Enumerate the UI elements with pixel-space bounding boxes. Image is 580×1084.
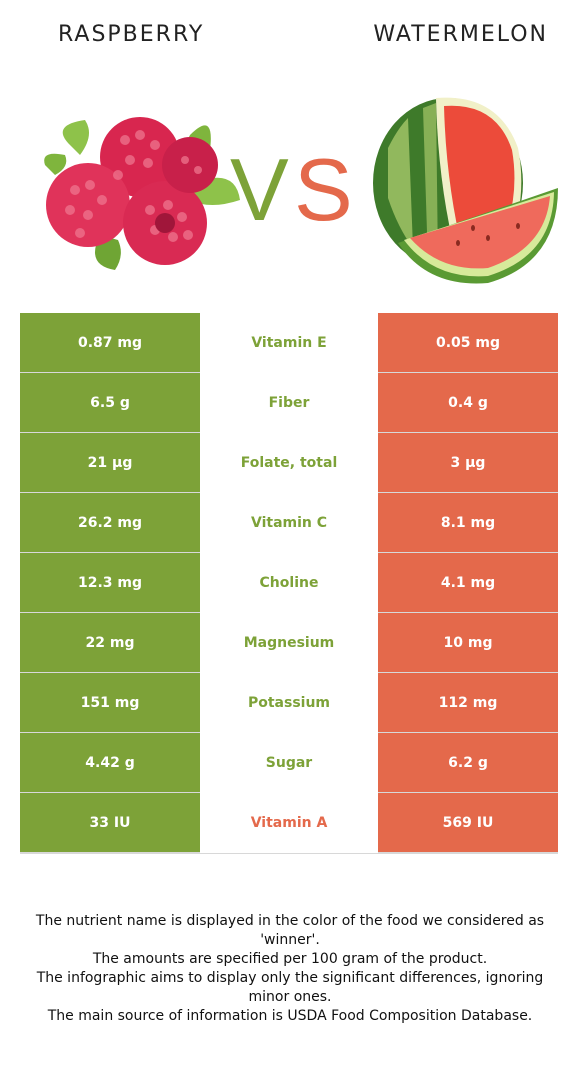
footer-line-1: The nutrient name is displayed in the co… [35, 913, 545, 948]
nutrient-name: Vitamin C [200, 493, 378, 553]
nutrient-name: Magnesium [200, 613, 378, 673]
table-row: 26.2 mg Vitamin C 8.1 mg [20, 493, 558, 553]
left-value: 33 IU [20, 793, 200, 853]
left-value: 12.3 mg [20, 553, 200, 613]
watermelon-image [373, 97, 558, 284]
right-value: 3 µg [378, 433, 558, 493]
right-value: 0.4 g [378, 373, 558, 433]
comparison-table: 0.87 mg Vitamin E 0.05 mg 6.5 g Fiber 0.4 g 21… [20, 313, 558, 854]
left-value: 22 mg [20, 613, 200, 673]
nutrient-name: Vitamin E [200, 313, 378, 373]
table-row: 22 mg Magnesium 10 mg [20, 613, 558, 673]
left-value: 4.42 g [20, 733, 200, 793]
nutrient-name: Choline [200, 553, 378, 613]
raspberry-image [44, 117, 240, 270]
left-value: 26.2 mg [20, 493, 200, 553]
footer-line-2: The amounts are specified per 100 gram o… [92, 951, 488, 967]
right-food-name: WATERMELON [373, 22, 548, 47]
nutrient-name: Vitamin A [200, 793, 378, 853]
right-value: 6.2 g [378, 733, 558, 793]
nutrient-name: Potassium [200, 673, 378, 733]
table-row: 4.42 g Sugar 6.2 g [20, 733, 558, 793]
left-food-name: RASPBERRY [58, 22, 205, 47]
right-value: 8.1 mg [378, 493, 558, 553]
left-value: 21 µg [20, 433, 200, 493]
table-row: 0.87 mg Vitamin E 0.05 mg [20, 313, 558, 373]
table-row: 21 µg Folate, total 3 µg [20, 433, 558, 493]
vs-letter-v: V [230, 148, 289, 228]
right-value: 569 IU [378, 793, 558, 853]
right-value: 112 mg [378, 673, 558, 733]
right-value: 4.1 mg [378, 553, 558, 613]
vs-logo: V S [230, 148, 352, 228]
nutrient-name: Folate, total [200, 433, 378, 493]
footer-line-4: The main source of information is USDA F… [47, 1008, 533, 1024]
table-row: 151 mg Potassium 112 mg [20, 673, 558, 733]
table-row: 6.5 g Fiber 0.4 g [20, 373, 558, 433]
left-value: 6.5 g [20, 373, 200, 433]
table-row: 33 IU Vitamin A 569 IU [20, 793, 558, 854]
left-value: 0.87 mg [20, 313, 200, 373]
footer-notes: The nutrient name is displayed in the co… [20, 912, 560, 1026]
nutrient-name: Sugar [200, 733, 378, 793]
right-value: 0.05 mg [378, 313, 558, 373]
right-value: 10 mg [378, 613, 558, 673]
table-row: 12.3 mg Choline 4.1 mg [20, 553, 558, 613]
footer-line-3: The infographic aims to display only the… [36, 970, 544, 1005]
nutrient-name: Fiber [200, 373, 378, 433]
left-value: 151 mg [20, 673, 200, 733]
vs-letter-s: S [294, 148, 352, 228]
